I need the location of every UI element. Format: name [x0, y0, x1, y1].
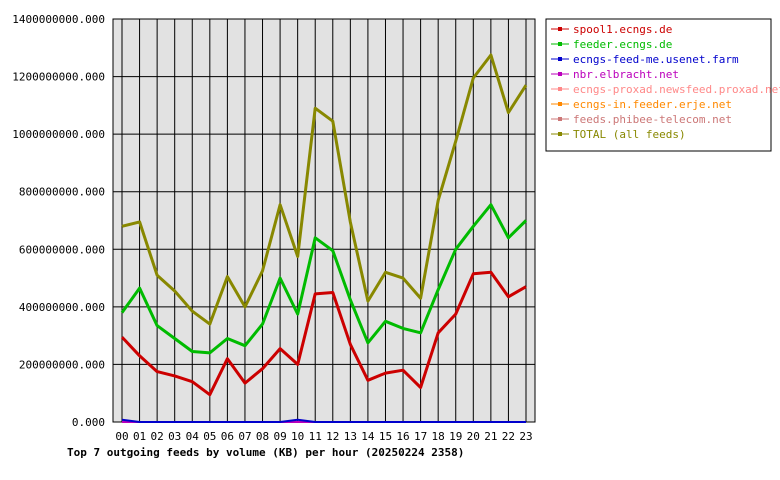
legend-swatch-marker	[558, 42, 562, 46]
legend-entry: ecngs-in.feeder.erje.net	[551, 98, 732, 111]
legend-label: nbr.elbracht.net	[573, 68, 679, 81]
legend-swatch-marker	[558, 27, 562, 31]
legend-entry: spool1.ecngs.de	[551, 23, 672, 36]
x-tick-label: 01	[133, 430, 146, 443]
x-tick-label: 13	[344, 430, 357, 443]
x-tick-label: 00	[115, 430, 128, 443]
x-tick-label: 09	[273, 430, 286, 443]
y-tick-label: 200000000.000	[19, 358, 105, 371]
legend-swatch-marker	[558, 117, 562, 121]
x-tick-label: 22	[502, 430, 515, 443]
y-tick-label: 1400000000.000	[12, 13, 105, 26]
x-tick-label: 04	[186, 430, 200, 443]
x-tick-label: 05	[203, 430, 216, 443]
x-tick-label: 03	[168, 430, 181, 443]
x-tick-label: 20	[467, 430, 480, 443]
x-tick-label: 06	[221, 430, 234, 443]
legend-label: TOTAL (all feeds)	[573, 128, 686, 141]
x-tick-label: 21	[484, 430, 497, 443]
series-line	[121, 53, 528, 326]
series-lines	[120, 53, 528, 423]
x-tick-label: 14	[361, 430, 375, 443]
plot-area	[112, 18, 536, 423]
x-tick-label: 11	[309, 430, 322, 443]
y-axis-tick-labels: 0.000 200000000.000 400000000.000 600000000…	[12, 13, 105, 429]
legend-entry: feeds.phibee-telecom.net	[551, 113, 732, 126]
legend-swatch-marker	[558, 57, 562, 61]
legend: spool1.ecngs.de feeder.ecngs.de ecngs-feed…	[545, 18, 780, 152]
x-axis-tick-labels: 00 01 02 03 04 05 06 07 08 09 10 11 12 13 14 15 16 17 18 19…	[115, 430, 532, 443]
legend-box	[545, 18, 772, 152]
x-tick-label: 16	[396, 430, 409, 443]
x-tick-label: 02	[151, 430, 164, 443]
x-tick-label: 10	[291, 430, 304, 443]
x-tick-label: 12	[326, 430, 339, 443]
chart-title: Top 7 outgoing feeds by volume (KB) per …	[67, 446, 464, 459]
x-tick-label: 23	[519, 430, 532, 443]
legend-entry: ecngs-proxad.newsfeed.proxad.net	[551, 83, 780, 96]
legend-label: feeds.phibee-telecom.net	[573, 113, 732, 126]
legend-entry: TOTAL (all feeds)	[551, 128, 686, 141]
legend-entry: nbr.elbracht.net	[551, 68, 679, 81]
plot-background	[112, 18, 536, 423]
legend-entry: ecngs-feed-me.usenet.farm	[551, 53, 739, 66]
x-tick-label: 15	[379, 430, 392, 443]
legend-swatch-marker	[558, 72, 562, 76]
legend-swatch-marker	[558, 87, 562, 91]
y-tick-label: 1000000000.000	[12, 128, 105, 141]
x-tick-label: 18	[432, 430, 445, 443]
legend-entry: feeder.ecngs.de	[551, 38, 672, 51]
series-line	[121, 418, 526, 423]
x-tick-label: 17	[414, 430, 427, 443]
legend-label: ecngs-proxad.newsfeed.proxad.net	[573, 83, 780, 96]
legend-swatch-marker	[558, 132, 562, 136]
series-line	[120, 203, 528, 355]
x-tick-label: 08	[256, 430, 269, 443]
y-tick-label: 400000000.000	[19, 301, 105, 314]
y-tick-label: 800000000.000	[19, 186, 105, 199]
legend-label: spool1.ecngs.de	[573, 23, 672, 36]
y-tick-label: 0.000	[72, 416, 105, 429]
legend-label: ecngs-feed-me.usenet.farm	[573, 53, 739, 66]
series-line	[120, 270, 527, 397]
legend-swatch-marker	[558, 102, 562, 106]
x-tick-label: 07	[238, 430, 251, 443]
legend-label: ecngs-in.feeder.erje.net	[573, 98, 732, 111]
legend-label: feeder.ecngs.de	[573, 38, 672, 51]
y-tick-label: 600000000.000	[19, 243, 105, 256]
x-tick-label: 19	[449, 430, 462, 443]
y-tick-label: 1200000000.000	[12, 71, 105, 84]
